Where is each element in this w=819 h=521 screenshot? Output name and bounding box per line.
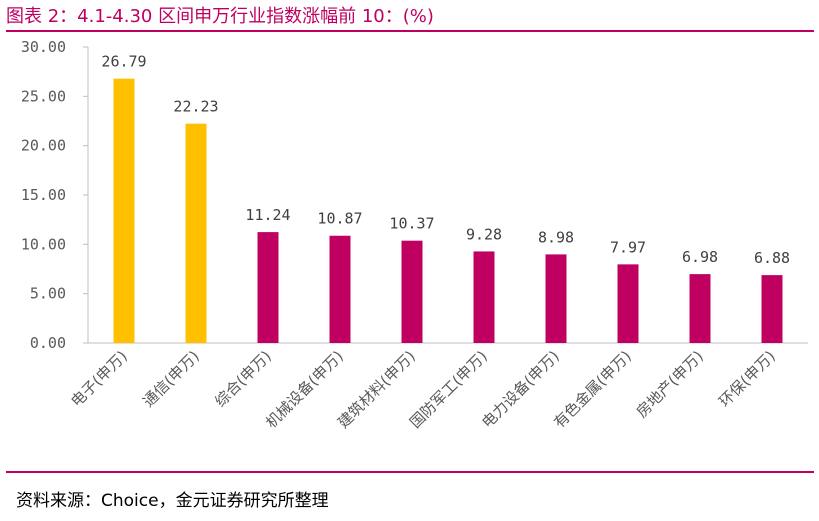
bar-value-label: 7.97	[610, 238, 646, 256]
y-axis: 0.00 5.00 10.00 15.00 20.00 25.00 30.00	[21, 38, 808, 352]
x-tick-label: 有色金属(申万)	[550, 347, 635, 432]
bar-value-label: 10.37	[389, 215, 434, 233]
x-tick-label: 电子(申万)	[67, 347, 130, 410]
bar-value-label: 10.87	[317, 210, 362, 228]
bar	[185, 123, 207, 343]
bar-value-label: 11.24	[245, 206, 290, 224]
x-tick-label: 房地产(申万)	[633, 347, 707, 421]
bar	[761, 275, 783, 343]
bar-value-label: 6.88	[754, 249, 790, 267]
bar	[401, 240, 423, 343]
chart-title: 图表 2：4.1-4.30 区间申万行业指数涨幅前 10：(%)	[6, 6, 434, 27]
title-divider	[6, 30, 814, 32]
value-labels: 26.79 22.23 11.24 10.87 10.37 9.28 8.98 7.97 6.9…	[101, 53, 790, 267]
x-tick-label: 环保(申万)	[715, 347, 778, 410]
bars	[113, 78, 783, 343]
y-tick-label: 0.00	[30, 334, 66, 352]
x-tick-label: 通信(申万)	[139, 347, 202, 410]
bar-value-label: 26.79	[101, 53, 146, 71]
bar	[545, 254, 567, 343]
bar-value-label: 9.28	[466, 225, 502, 243]
y-tick-label: 5.00	[30, 285, 66, 303]
y-tick-label: 30.00	[21, 38, 66, 56]
y-tick-label: 10.00	[21, 235, 66, 253]
source-note: 资料来源：Choice，金元证券研究所整理	[16, 491, 329, 511]
y-tick-label: 25.00	[21, 87, 66, 105]
y-tick-label: 20.00	[21, 137, 66, 155]
x-tick-label: 综合(申万)	[211, 347, 274, 410]
bar-value-label: 22.23	[173, 98, 218, 116]
bar	[329, 235, 351, 343]
y-tick-label: 15.00	[21, 186, 66, 204]
bar	[689, 274, 711, 343]
bar-value-label: 8.98	[538, 228, 574, 246]
footer-divider	[6, 471, 814, 473]
bar	[113, 78, 135, 343]
bar	[257, 232, 279, 343]
x-tick-labels: 电子(申万) 通信(申万) 综合(申万)机械设备(申万)建筑材料(申万)国防军工(申…	[67, 347, 778, 432]
bar-value-label: 6.98	[682, 248, 718, 266]
bar	[617, 264, 639, 343]
bar	[473, 251, 495, 343]
